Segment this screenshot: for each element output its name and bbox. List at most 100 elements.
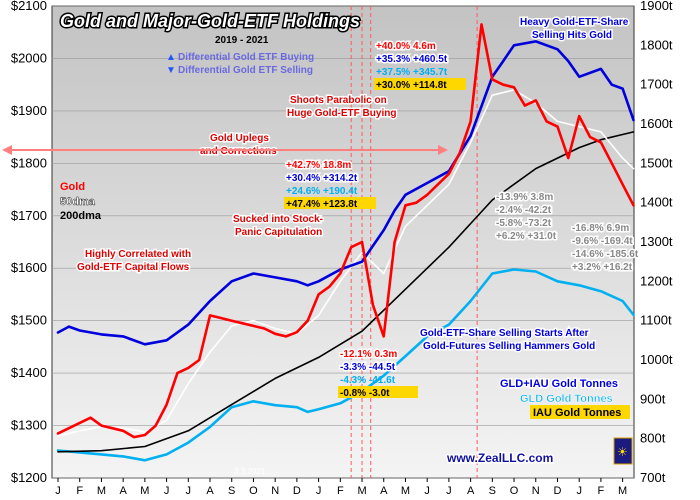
left-tick-label: $1700	[11, 208, 47, 223]
series-line-gold	[56, 23, 635, 439]
sucked-label-2: Panic Capitulation	[235, 227, 322, 238]
stat-mar-3: +47.4% +123.8t	[286, 199, 358, 210]
left-tick-label: $1900	[11, 103, 47, 118]
stat-dec-2: -5.8% -73.2t	[496, 218, 552, 229]
highly-label-1: Highly Correlated with	[85, 249, 191, 260]
right-tick-label: 1500t	[640, 155, 673, 170]
zeal-logo	[613, 437, 633, 465]
right-tick-label: 700t	[640, 470, 666, 485]
left-tick-label: $1400	[11, 365, 47, 380]
stats-mar: +42.7% 18.8m +30.4% +314.2t +24.6% +190.…	[284, 159, 376, 210]
left-tick-label: $2100	[11, 0, 47, 13]
left-axis: $1200 $1300 $1400 $1500 $1600 $1700 $1800 $1900…	[11, 0, 47, 485]
right-axis: 700t 800t 900t 1000t 1100t 1200t 1300t 1400t 150…	[640, 0, 673, 485]
stat-end-2: -14.6% -185.6t	[572, 249, 639, 260]
sucked-label-1: Sucked into Stock-	[233, 214, 323, 225]
month-label: A	[467, 485, 475, 497]
month-label: A	[206, 485, 214, 497]
dma200-series-label: 200dma	[60, 210, 102, 222]
series-line-gld-iau-gold-tonnes	[56, 40, 635, 346]
stat-mar-2: +24.6% +190.4t	[286, 186, 358, 197]
month-label: M	[357, 485, 366, 497]
stat-dec-0: -13.9% 3.8m	[496, 192, 553, 203]
stat-mar-1: +30.4% +314.2t	[286, 173, 358, 184]
right-tick-label: 1800t	[640, 37, 673, 52]
month-label: O	[510, 485, 519, 497]
month-label: M	[618, 485, 627, 497]
right-tick-label: 1400t	[640, 195, 673, 210]
right-tick-label: 1900t	[640, 0, 673, 13]
event-markers	[350, 6, 478, 478]
stat-panic-2: -4.3% -41.6t	[340, 375, 396, 386]
month-label: N	[271, 485, 279, 497]
plot-background	[51, 5, 635, 479]
month-label: O	[249, 485, 258, 497]
month-label: A	[119, 485, 127, 497]
left-tick-label: $1300	[11, 418, 47, 433]
stat-dec-3: +6.2% +31.0t	[496, 231, 557, 242]
month-label: J	[424, 485, 430, 497]
uplegs-label-1: Gold Uplegs	[210, 133, 269, 144]
month-label: A	[380, 485, 388, 497]
gold-series-label: Gold	[60, 181, 85, 193]
month-label: N	[532, 485, 540, 497]
stats-aug: +40.0% 4.6m +35.3% +460.5t +37.5% +345.7…	[374, 40, 466, 91]
month-label: J	[186, 485, 192, 497]
uplegs-arrow-left-head	[2, 145, 12, 155]
stat-panic-3: -0.8% -3.0t	[340, 388, 390, 399]
chart-title: Gold and Major-Gold-ETF Holdings	[60, 11, 360, 31]
left-tick-label: $1800	[11, 155, 47, 170]
source-url[interactable]: www.ZealLLC.com	[445, 450, 555, 467]
stat-mar-0: +42.7% 18.8m	[286, 160, 351, 171]
stat-dec-1: -2.4% -42.2t	[496, 205, 552, 216]
left-tick-label: $1200	[11, 470, 47, 485]
shoots-label-2: Huge Gold-ETF Buying	[287, 108, 396, 119]
right-tick-label: 800t	[640, 431, 666, 446]
stat-aug-2: +37.5% +345.7t	[376, 67, 448, 78]
month-label: M	[401, 485, 410, 497]
series-line-gld-gold-tonnes	[56, 268, 635, 462]
stat-aug-3: +30.0% +114.8t	[376, 80, 447, 91]
right-tick-label: 1300t	[640, 234, 673, 249]
month-label: M	[97, 485, 106, 497]
diff-sell-arrow: ▼	[166, 65, 176, 76]
stats-panic: -12.1% 0.3m -3.3% -44.5t -4.3% -41.6t -0…	[338, 348, 418, 399]
left-tick-label: $1600	[11, 260, 47, 275]
date-stamp: 3.3.2021	[234, 467, 266, 476]
stat-end-0: -16.8% 6.9m	[572, 223, 629, 234]
grid	[52, 5, 634, 479]
stat-panic-0: -12.1% 0.3m	[340, 349, 397, 360]
stat-aug-0: +40.0% 4.6m	[376, 41, 436, 52]
chart-subtitle: 2019 - 2021	[215, 35, 269, 46]
stat-end-1: -9.6% -169.4t	[572, 236, 633, 247]
right-tick-label: 1100t	[640, 313, 672, 328]
legend-item-gld: GLD Gold Tonnes	[520, 393, 613, 405]
right-tick-label: 1200t	[640, 273, 673, 288]
month-label: J	[316, 485, 322, 497]
uplegs-label-2: and Corrections	[200, 146, 277, 157]
month-label: F	[76, 485, 83, 497]
right-tick-label: 1600t	[640, 116, 673, 131]
month-label: S	[489, 485, 496, 497]
month-label: F	[337, 485, 344, 497]
stat-aug-1: +35.3% +460.5t	[376, 54, 448, 65]
month-label: D	[554, 485, 562, 497]
stats-end: -16.8% 6.9m -9.6% -169.4t -14.6% -185.6t…	[571, 222, 641, 275]
diff-sell-label: Differential Gold ETF Selling	[178, 65, 313, 76]
diff-buy-arrow: ▲	[166, 52, 176, 63]
stat-panic-1: -3.3% -44.5t	[340, 362, 396, 373]
selling-label-1: Gold-ETF-Share Selling Starts After	[420, 328, 589, 339]
left-tick-label: $1500	[11, 313, 47, 328]
month-label: S	[228, 485, 235, 497]
series-line-200dma	[57, 131, 635, 453]
month-label: J	[55, 485, 61, 497]
dma50-series-label: 50dma	[60, 196, 96, 208]
logo-glyph: ☀	[617, 445, 628, 459]
legend-item-iau: IAU Gold Tonnes	[533, 407, 621, 419]
heavy-label-2: Selling Hits Gold	[532, 30, 612, 41]
stats-dec: -13.9% 3.8m -2.4% -42.2t -5.8% -73.2t +6…	[495, 191, 559, 244]
heavy-label-1: Heavy Gold-ETF-Share	[520, 17, 629, 28]
stat-end-3: +3.2% +16.2t	[572, 262, 633, 273]
